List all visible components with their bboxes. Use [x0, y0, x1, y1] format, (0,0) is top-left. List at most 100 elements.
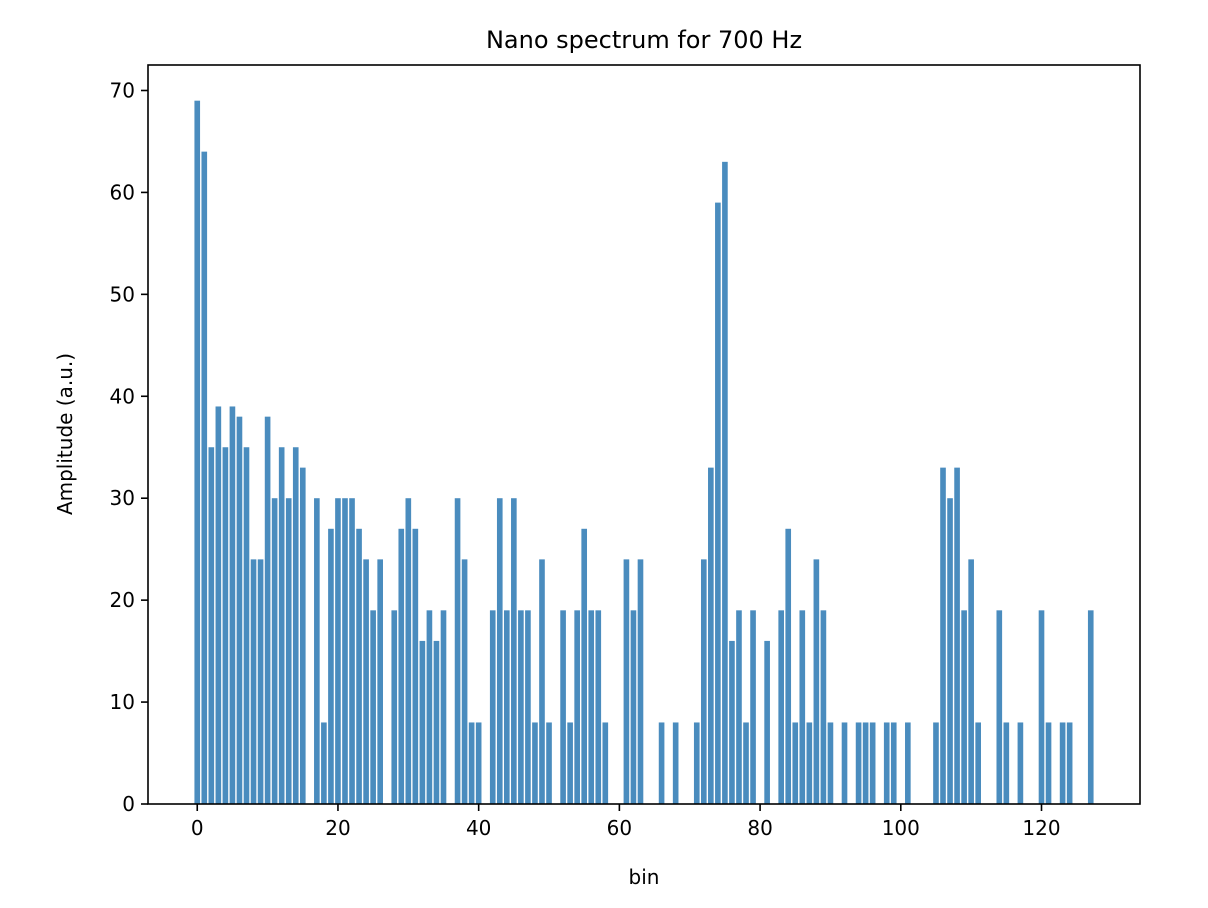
- bar: [257, 559, 264, 804]
- bar: [736, 610, 742, 804]
- x-axis-label: bin: [629, 865, 660, 889]
- bar: [1045, 722, 1052, 804]
- bar: [1066, 722, 1073, 804]
- y-axis-label: Amplitude (a.u.): [53, 353, 77, 515]
- y-tick-label: 50: [110, 282, 135, 306]
- bar: [1059, 722, 1066, 804]
- x-tick-label: 0: [191, 816, 204, 840]
- bar: [862, 722, 869, 804]
- y-tick-label: 30: [110, 486, 135, 510]
- bar: [391, 610, 398, 804]
- bar: [975, 722, 981, 804]
- bar: [595, 610, 602, 804]
- bar: [321, 722, 327, 804]
- bar: [778, 610, 785, 804]
- bar: [693, 722, 700, 804]
- plot-frame: [147, 64, 1141, 805]
- bar: [475, 722, 482, 804]
- bar: [349, 498, 355, 804]
- bar: [419, 640, 426, 804]
- y-tick-label: 20: [110, 588, 135, 612]
- bar: [328, 528, 334, 804]
- bar: [954, 467, 960, 804]
- bar: [468, 722, 475, 804]
- bar: [799, 610, 806, 804]
- bar: [560, 610, 566, 804]
- bar: [222, 447, 229, 804]
- bar: [335, 498, 341, 804]
- bar: [405, 498, 412, 804]
- bar: [511, 498, 517, 804]
- bar: [525, 610, 531, 804]
- bar: [708, 467, 714, 804]
- bar: [792, 722, 799, 804]
- bar: [869, 722, 876, 804]
- y-tick-label: 40: [110, 384, 135, 408]
- bar: [370, 610, 376, 804]
- bar: [208, 447, 215, 804]
- ticks-group: 0 20 40 60 80 100 120 0 10 20 30 40 50 60 70: [110, 78, 1061, 840]
- bar: [602, 722, 609, 804]
- bar: [236, 416, 243, 804]
- bar: [574, 610, 580, 804]
- y-tick-label: 60: [110, 180, 135, 204]
- bar: [785, 528, 792, 804]
- bar: [820, 610, 827, 804]
- bar: [940, 467, 946, 804]
- bar: [672, 722, 679, 804]
- bar: [841, 722, 848, 804]
- bar: [996, 610, 1003, 804]
- bar: [750, 610, 756, 804]
- bar: [377, 559, 383, 804]
- bar: [342, 498, 348, 804]
- bar: [968, 559, 974, 804]
- bar: [532, 722, 538, 804]
- bar: [1017, 722, 1024, 804]
- bar: [961, 610, 967, 804]
- bar: [890, 722, 897, 804]
- bar: [194, 100, 201, 805]
- bars-group: [194, 100, 1094, 805]
- bar: [764, 640, 770, 804]
- bar: [630, 610, 637, 804]
- bar: [729, 640, 735, 804]
- bar: [883, 722, 890, 804]
- chart-title: Nano spectrum for 700 Hz: [486, 26, 802, 54]
- bar: [503, 610, 510, 804]
- bar: [461, 559, 468, 804]
- bar: [588, 610, 595, 804]
- bar: [271, 498, 278, 804]
- bar: [1038, 610, 1045, 804]
- bar: [229, 406, 236, 804]
- bar: [700, 559, 707, 804]
- bar: [1087, 610, 1094, 804]
- bar: [567, 722, 573, 804]
- x-tick-label: 60: [607, 816, 632, 840]
- y-tick-label: 70: [110, 78, 135, 102]
- bar: [215, 406, 222, 804]
- bar: [314, 498, 320, 804]
- bar: [743, 722, 749, 804]
- bar: [658, 722, 665, 804]
- x-tick-label: 40: [466, 816, 491, 840]
- bar: [813, 559, 820, 804]
- bar: [201, 151, 208, 804]
- bar: [292, 447, 299, 804]
- x-tick-label: 20: [325, 816, 350, 840]
- bar: [243, 447, 250, 804]
- bar: [546, 722, 552, 804]
- bar: [1003, 722, 1010, 804]
- bar: [518, 610, 524, 804]
- bar: [250, 559, 257, 804]
- bar: [905, 722, 911, 804]
- bar: [426, 610, 433, 804]
- bar: [363, 559, 369, 804]
- bar: [539, 559, 545, 804]
- bar: [398, 528, 405, 804]
- bar: [722, 161, 728, 804]
- y-tick-label: 10: [110, 690, 135, 714]
- x-tick-label: 120: [1022, 816, 1060, 840]
- x-tick-label: 80: [747, 816, 772, 840]
